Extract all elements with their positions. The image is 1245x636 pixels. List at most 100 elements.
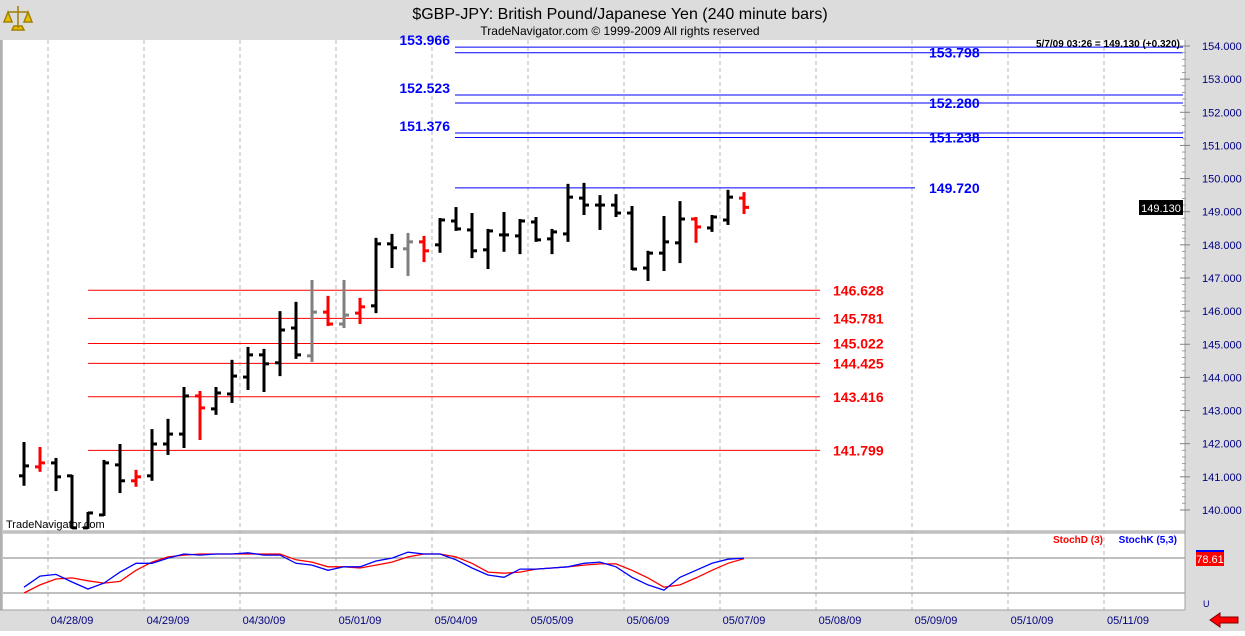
red-level-label: 144.425 [833,355,884,371]
ohlc-bar [291,301,301,359]
date-tick-label: 05/01/09 [339,615,382,627]
blue-level-label: 149.720 [929,180,980,196]
ohlc-bar [355,297,365,325]
ohlc-bar [147,429,157,481]
chart-title: $GBP-JPY: British Pound/Japanese Yen (24… [412,6,827,23]
stochastic-panel[interactable] [3,534,1185,610]
date-tick-label: 04/28/09 [51,615,94,627]
ohlc-bar [211,387,221,415]
red-level-label: 146.628 [833,282,884,298]
ohlc-bar [531,216,541,242]
ohlc-bar [563,183,573,242]
ohlc-bar [403,232,413,276]
date-tick-label: 04/30/09 [243,615,286,627]
date-tick-label: 05/11/09 [1107,615,1149,627]
ohlc-bar [643,250,653,281]
ohlc-bar [163,418,173,455]
ohlc-bar [435,217,445,253]
price-tick-label: 152.000 [1202,107,1242,119]
price-tick-label: 141.000 [1202,472,1242,484]
ohlc-bar [707,215,717,232]
price-tick-label: 144.000 [1202,372,1242,384]
ohlc-bar [595,195,605,230]
ohlc-bar [35,446,45,472]
blue-level-label: 153.798 [929,45,980,61]
ohlc-bar [483,228,493,270]
ohlc-bar [627,206,637,271]
ohlc-bar [83,511,93,530]
chart-subtitle: TradeNavigator.com © 1999-2009 All right… [480,24,759,38]
red-level-label: 145.022 [833,336,884,352]
price-tick-label: 148.000 [1202,240,1242,252]
ohlc-bar [339,279,349,329]
ohlc-bar [419,235,429,263]
price-tick-label: 150.000 [1202,174,1242,186]
watermark: TradeNavigator.com [6,519,105,531]
stochk-line [23,551,745,591]
ohlc-bar [259,348,269,392]
ohlc-bar [371,237,381,314]
ohlc-bar [227,359,237,403]
blue-level-label: 151.238 [929,130,980,146]
price-tick-label: 142.000 [1202,439,1242,451]
date-tick-label: 05/05/09 [531,615,574,627]
ohlc-bar [515,218,525,255]
ohlc-bar [275,311,285,377]
ohlc-bar [323,295,333,327]
price-tick-label: 151.000 [1202,140,1242,152]
date-tick-label: 05/08/09 [819,615,862,627]
ohlc-bar [387,233,397,269]
stoch-value-label: 78.61 [1196,554,1224,566]
price-tick-label: 145.000 [1202,339,1242,351]
ohlc-bar [579,182,589,216]
price-tick-label: 146.000 [1202,306,1242,318]
ohlc-bar [547,228,557,255]
logo-scale-icon [2,6,34,31]
stoch-axis-marker: U [1203,599,1210,609]
date-tick-label: 05/06/09 [627,615,670,627]
price-axis[interactable] [1185,40,1245,610]
legend-stochk: StochK (5,3) [1119,535,1177,546]
ohlc-bar [691,216,701,243]
quote-readout: 5/7/09 03:26 = 149.130 (+0.320) [1036,39,1180,50]
blue-level-label: 151.376 [399,118,450,134]
date-tick-label: 05/09/09 [915,615,958,627]
ohlc-bar [115,444,125,494]
date-tick-label: 05/10/09 [1011,615,1054,627]
red-level-label: 143.416 [833,389,884,405]
ohlc-bar [179,387,189,448]
price-tick-label: 140.000 [1202,505,1242,517]
legend-stochd: StochD (3) [1053,535,1103,546]
date-axis[interactable] [0,610,1245,631]
ohlc-bar [499,212,509,252]
ohlc-bar [611,194,621,218]
price-tick-label: 143.000 [1202,406,1242,418]
date-tick-label: 04/29/09 [147,615,190,627]
ohlc-bar [451,207,461,231]
ohlc-bar [467,213,477,259]
ohlc-bar [51,457,61,492]
date-tick-label: 05/07/09 [723,615,766,627]
ohlc-bar [675,201,685,264]
ohlc-bar [131,469,141,487]
current-price-label: 149.130 [1141,203,1181,215]
blue-level-label: 152.523 [399,80,450,96]
ohlc-bar [659,216,669,272]
ohlc-bar [67,474,77,530]
price-tick-label: 149.000 [1202,207,1242,219]
price-tick-label: 153.000 [1202,74,1242,86]
price-panel[interactable] [3,40,1185,530]
blue-level-label: 152.280 [929,95,980,111]
ohlc-bar [195,390,205,441]
blue-level-label: 153.966 [399,32,450,48]
scroll-left-arrow-icon[interactable] [1209,612,1239,628]
ohlc-bar [723,189,733,225]
red-level-label: 145.781 [833,310,884,326]
ohlc-bar [739,192,749,215]
date-tick-label: 05/04/09 [435,615,478,627]
price-tick-label: 147.000 [1202,273,1242,285]
red-level-label: 141.799 [833,442,884,458]
ohlc-bar [243,346,253,390]
ohlc-bar [99,459,109,517]
